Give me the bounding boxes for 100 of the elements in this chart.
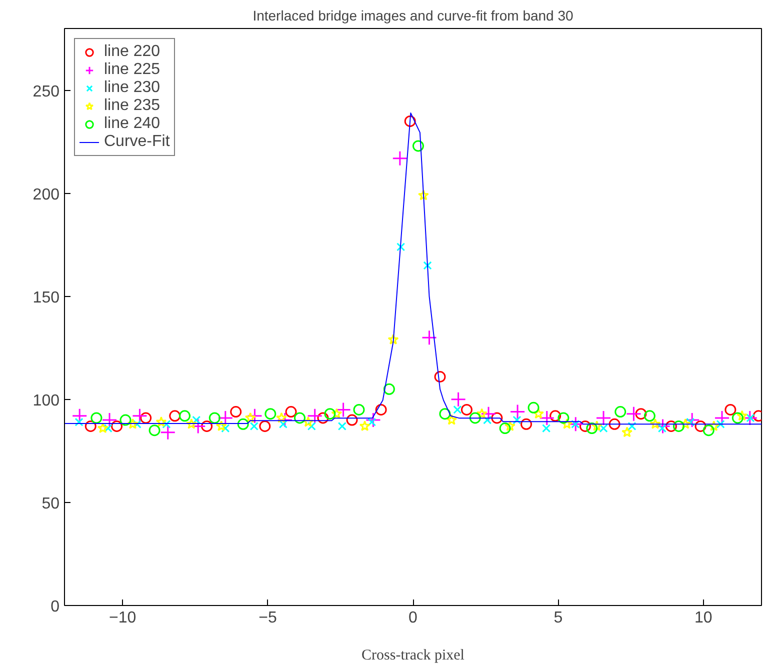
point [375,404,387,416]
x-tick-label: 10 [694,610,712,626]
point [469,412,481,424]
point [626,406,642,422]
point [684,412,700,428]
point [250,422,258,431]
legend-label: line 240 [104,115,160,133]
point [218,410,234,426]
point [276,412,287,423]
point [246,408,262,424]
point [504,420,516,432]
point [724,404,736,416]
point [392,150,408,166]
point [672,420,684,432]
point [201,420,213,432]
point [192,416,201,424]
point [635,408,647,420]
point [434,371,446,382]
point [446,414,458,425]
point [186,418,197,429]
point [104,424,112,433]
point [614,406,626,418]
point [628,422,636,431]
point [561,418,572,429]
point [512,416,522,424]
point [732,412,744,424]
point [396,242,406,252]
point [97,422,108,434]
legend-label: Curve-Fit [104,133,170,151]
point [418,190,429,200]
point [453,405,462,414]
point [285,406,297,418]
point [714,410,730,426]
y-tick-label: 0 [50,598,60,616]
point [148,424,160,436]
point [586,422,598,434]
point [307,422,316,431]
point [120,414,132,426]
legend-label: line 230 [104,79,160,97]
point [208,412,220,424]
point [658,424,666,433]
x-tick-label: −10 [109,610,136,626]
point [532,408,544,419]
point [520,418,532,430]
point [277,412,293,428]
point [716,420,725,428]
point [359,420,370,432]
point [278,420,288,428]
point [140,412,152,424]
x-tick-label: −5 [258,610,278,626]
point [216,420,227,432]
point [90,412,102,424]
point [476,408,488,419]
point [404,115,416,127]
point [132,408,148,424]
legend-label: line 225 [104,61,160,79]
point [331,408,342,419]
point [111,420,123,432]
point [302,416,314,427]
x-tick-label: 5 [554,610,563,626]
point [650,418,661,429]
point [127,418,138,429]
point [221,424,230,433]
line-series [64,112,762,425]
point [178,410,190,422]
point [244,412,256,423]
x-axis-title: Cross-track pixel [362,648,464,664]
legend-label: line 235 [104,97,160,115]
point [450,392,466,408]
y-tick-label: 250 [32,83,60,100]
point [591,420,602,432]
point [644,410,656,422]
point [338,422,346,431]
point [510,404,526,420]
point [528,402,540,414]
point [365,412,381,428]
point [422,330,438,346]
point [460,404,472,416]
point [655,418,671,434]
point [542,424,551,433]
point [746,414,755,422]
x-tick-label: 0 [408,610,418,626]
point [160,424,176,440]
point [736,410,748,421]
point [74,418,84,426]
point [230,406,242,418]
point [307,408,323,424]
point [491,412,503,424]
point [264,408,276,420]
point [599,424,608,433]
y-tick-label: 50 [42,495,60,512]
point [596,410,612,426]
point [259,420,271,432]
point [423,261,432,270]
y-tick-label: 200 [32,186,60,204]
point [132,420,142,428]
legend-label: line 220 [104,43,160,61]
point [412,140,424,152]
point [694,420,706,432]
y-tick-label: 150 [32,289,60,306]
